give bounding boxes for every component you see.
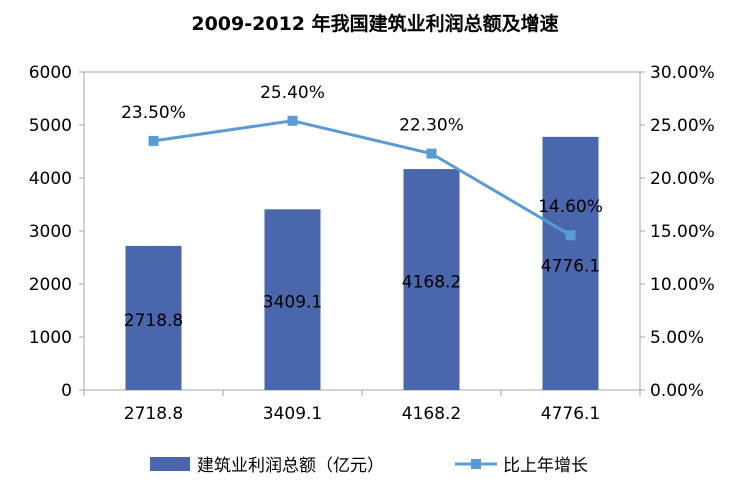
x-axis-tick-label: 3409.1	[263, 404, 322, 424]
right-axis-tick-label: 25.00%	[650, 116, 715, 136]
line-series	[153, 119, 572, 237]
right-axis-tick-label: 20.00%	[650, 169, 715, 189]
line-data-label: 25.40%	[260, 83, 325, 103]
legend-bar-swatch	[150, 457, 190, 471]
left-axis-tick-label: 3000	[29, 222, 72, 242]
bar	[125, 245, 182, 390]
right-axis-tick-label: 5.00%	[650, 328, 704, 348]
bar-data-label: 2718.8	[124, 311, 183, 331]
left-axis-tick-label: 2000	[29, 275, 72, 295]
line-point	[565, 230, 576, 241]
bar-data-label: 4776.1	[541, 256, 600, 276]
line-point	[287, 115, 298, 126]
right-axis-tick-label: 10.00%	[650, 275, 715, 295]
chart-title: 2009-2012 年我国建筑业利润总额及增速	[191, 12, 558, 35]
right-axis-tick-label: 0.00%	[650, 381, 704, 401]
right-axis-tick-label: 30.00%	[650, 63, 715, 83]
line-point	[426, 148, 437, 159]
left-axis-tick-label: 1000	[29, 328, 72, 348]
line-point	[148, 135, 159, 146]
plot-area: 0 1000 2000 3000 4000 5000 6000 0.00% 5.00% 10.00…	[29, 63, 715, 424]
left-axis-tick-label: 4000	[29, 169, 72, 189]
line-data-label: 22.30%	[399, 116, 464, 136]
bar-data-label: 4168.2	[402, 273, 461, 293]
left-axis-tick-label: 6000	[29, 63, 72, 83]
legend-line-label: 比上年增长	[503, 456, 588, 476]
x-axis-tick-label: 2718.8	[124, 404, 183, 424]
legend-bar-label: 建筑业利润总额（亿元）	[197, 456, 384, 476]
bar-data-label: 3409.1	[263, 293, 322, 313]
line-data-label: 23.50%	[121, 103, 186, 123]
x-axis-tick-label: 4776.1	[541, 404, 600, 424]
legend-line-marker	[471, 459, 481, 469]
bar	[403, 169, 460, 390]
x-axis-tick-label: 4168.2	[402, 404, 461, 424]
right-axis-tick-label: 15.00%	[650, 222, 715, 242]
left-axis-tick-label: 5000	[29, 116, 72, 136]
bar	[264, 209, 321, 390]
bar	[542, 136, 599, 390]
line-data-label: 14.60%	[538, 197, 603, 217]
legend: 建筑业利润总额（亿元） 比上年增长	[150, 456, 588, 476]
left-axis-tick-label: 0	[61, 381, 72, 401]
